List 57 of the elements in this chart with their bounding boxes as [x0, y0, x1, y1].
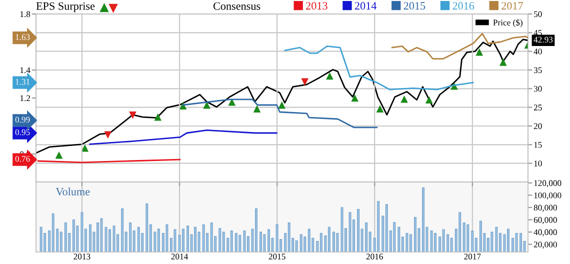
x-tick-label: 2016	[366, 254, 383, 260]
x-tick-label: 2013	[74, 254, 90, 260]
x-tick-label: 2014	[171, 254, 188, 260]
legend-label: 2016	[452, 2, 474, 10]
y2-tick-label: 20	[534, 123, 542, 130]
point	[154, 113, 162, 121]
y2-tick-label: 10	[534, 160, 542, 166]
point	[351, 94, 358, 102]
point	[425, 96, 433, 104]
legend-label: 2014	[354, 2, 376, 10]
point	[476, 48, 484, 56]
point	[179, 102, 187, 110]
y-tick-label: 100,000	[534, 192, 562, 200]
y-tick-label: 80,000	[534, 204, 557, 212]
legend-label: Price ($)	[493, 19, 522, 28]
y-tick-label: 20,000	[534, 242, 557, 249]
chart-title: Volume	[56, 188, 90, 196]
text: 0.76	[15, 156, 30, 162]
point	[129, 112, 136, 119]
y2-tick-label: 25	[534, 104, 542, 110]
line-series	[284, 46, 474, 90]
text: 0.95	[15, 129, 30, 136]
text: 0.99	[15, 116, 30, 123]
point	[253, 105, 261, 112]
point	[278, 101, 286, 109]
y-tick-label: 40,000	[534, 229, 557, 236]
x-tick-label: 2017	[464, 254, 481, 260]
point	[400, 95, 408, 103]
y-tick-label: 1.8	[20, 11, 30, 18]
y-tick-label: 1.2	[20, 95, 30, 102]
line-series	[391, 32, 528, 60]
y2-tick-label: 15	[534, 142, 542, 148]
y-tick-label: 1.4	[20, 67, 30, 74]
point	[81, 144, 89, 152]
y2-tick-label: 40	[534, 48, 542, 54]
y2-tick-label: 50	[534, 11, 542, 18]
point	[376, 105, 384, 112]
text: EPS Surprise	[36, 2, 95, 12]
text: Consensus	[213, 2, 260, 10]
x-tick-label: 2015	[268, 254, 286, 260]
point	[499, 58, 507, 66]
line-series	[89, 130, 278, 145]
point	[228, 98, 236, 106]
legend-label: 2015	[404, 2, 426, 10]
y-tick-label: 60,000	[534, 217, 557, 224]
y2-tick-label: 35	[534, 67, 542, 74]
text: 1.63	[16, 34, 30, 40]
text: 1.31	[16, 78, 30, 85]
point	[55, 151, 63, 159]
data-label: 42.93	[534, 36, 553, 43]
y-tick-label: 120,000	[534, 180, 562, 188]
y2-tick-label: 30	[534, 86, 542, 92]
point	[326, 72, 334, 80]
legend-label: 2017	[502, 2, 524, 10]
point	[301, 78, 309, 86]
point	[104, 131, 112, 139]
legend-label: 2013	[306, 2, 328, 10]
